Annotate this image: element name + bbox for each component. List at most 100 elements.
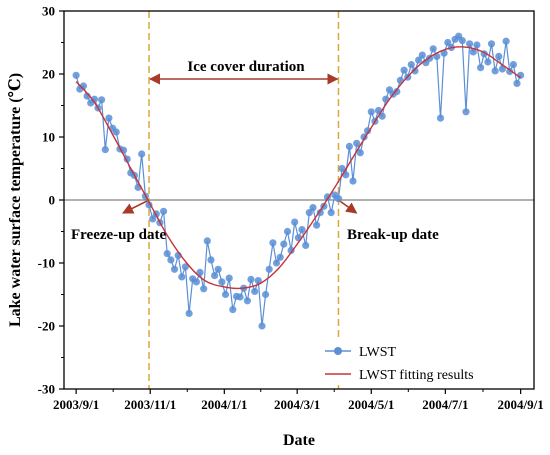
legend: LWST LWST fitting results [318, 337, 528, 385]
lwst-point [178, 273, 186, 281]
lwst-point [436, 114, 445, 122]
lwst-point [353, 139, 361, 147]
x-axis-title: Date [283, 432, 315, 449]
lwst-point [225, 274, 233, 282]
lwst-point [138, 150, 146, 158]
freeze-up-date-label: Freeze-up date [71, 227, 166, 243]
lwst-point [251, 287, 259, 295]
lwst-point [145, 201, 153, 209]
lwst-point [440, 49, 448, 57]
axis-layer: 2003/9/1 2003/11/1 2004/1/1 2004/3/1 2004/5/… [38, 4, 544, 413]
lwst-point [487, 40, 496, 48]
lwst-point [484, 58, 492, 66]
lwst-point [181, 263, 189, 271]
lwst-point [327, 209, 335, 217]
lwst-point [509, 61, 517, 69]
lwst-point [498, 65, 506, 73]
x-tick-label: 2004/1/1 [201, 397, 247, 412]
lwst-point [407, 61, 415, 69]
lwst-point [313, 221, 321, 229]
legend-lwst-marker [334, 347, 342, 355]
lwst-point [356, 149, 364, 157]
lwst-point [477, 64, 485, 72]
y-tick-label: 20 [42, 67, 55, 82]
lwst-point [258, 322, 266, 330]
y-tick-label: 0 [49, 193, 56, 208]
lwst-point [196, 268, 204, 276]
lwst-point [378, 112, 386, 120]
legend-fit-label: LWST fitting results [359, 368, 474, 383]
lwst-point [444, 38, 452, 47]
lwst-point [167, 256, 175, 264]
lwst-point [415, 56, 423, 64]
x-tick-label: 2004/7/1 [422, 397, 468, 412]
lwst-point [218, 278, 226, 286]
lwst-point [393, 88, 401, 96]
plot-layer [64, 11, 534, 389]
lwst-point [305, 209, 313, 217]
lwst-point [269, 239, 277, 247]
fit-curve [75, 46, 522, 290]
legend-lwst-label: LWST [359, 345, 397, 360]
lwst-point [287, 246, 295, 254]
lwst-point [462, 108, 470, 116]
y-tick-label: -20 [38, 319, 55, 334]
lwst-point [491, 67, 499, 75]
lwst-point [429, 45, 437, 53]
x-tick-label: 2004/9/1 [498, 397, 544, 412]
lwst-point [400, 66, 408, 74]
lwst-point [506, 67, 514, 76]
lwst-point [149, 215, 157, 223]
lwst-point [105, 114, 113, 122]
lwst-point [458, 37, 466, 45]
lwst-point [345, 142, 353, 150]
lwst-point [236, 293, 244, 301]
lwst-point [309, 204, 317, 212]
x-tick-label: 2003/9/1 [53, 397, 99, 412]
lwst-point [334, 195, 343, 203]
lwst-point [469, 48, 477, 56]
y-tick-label: 10 [42, 130, 55, 145]
lwst-point [221, 290, 230, 299]
lwst-point [98, 96, 106, 104]
lwst-point [466, 40, 474, 48]
lwst-point [185, 309, 193, 317]
lwst-point [473, 41, 481, 49]
ice-cover-duration-label: Ice cover duration [187, 59, 305, 75]
x-tick-label: 2004/5/1 [348, 397, 394, 412]
lwst-point [411, 67, 419, 75]
lwst-point [160, 207, 168, 215]
lwst-point [170, 265, 179, 273]
lwst-point [349, 177, 357, 185]
lwst-point [367, 108, 375, 116]
y-axis-title: Lake water surface temperature (℃) [7, 73, 24, 327]
lwst-point [207, 256, 215, 264]
x-tick-label: 2003/11/1 [124, 397, 176, 412]
lwst-point [502, 37, 510, 45]
lwst-point [101, 146, 109, 154]
y-tick-label: 30 [42, 4, 55, 19]
lwst-point [265, 265, 273, 273]
lwst-point [243, 297, 251, 305]
lwst-point [280, 240, 288, 248]
lwst-point [254, 277, 262, 285]
lwst-point [418, 51, 426, 59]
lwst-point [200, 285, 208, 293]
lwst-point [495, 52, 503, 61]
lwst-point [163, 250, 171, 258]
break-up-date-label: Break-up date [347, 227, 439, 243]
lwst-point [214, 265, 222, 273]
lwst-point [276, 253, 284, 261]
lwst-point [513, 79, 521, 87]
lwst-point [364, 127, 372, 135]
lwst-point [112, 128, 120, 136]
break-up-arrow [338, 199, 358, 214]
y-tick-label: -30 [38, 382, 55, 397]
lwst-point [302, 241, 310, 249]
lwst-point [283, 227, 292, 236]
lwst-point [203, 237, 211, 245]
lwst-point [298, 226, 306, 234]
lwst-point [72, 71, 80, 79]
lwst-point [247, 275, 255, 283]
